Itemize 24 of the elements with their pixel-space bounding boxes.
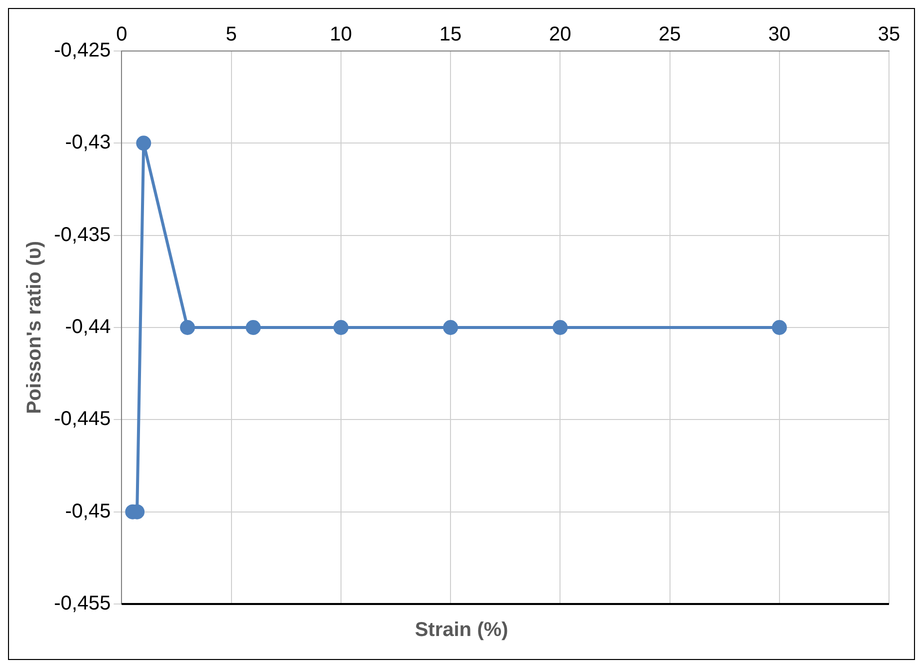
y-axis-title: Poisson's ratio (υ) [24, 240, 46, 414]
x-tick-label: 30 [768, 24, 791, 46]
y-tick-label: -0,44 [65, 316, 111, 338]
y-tick-label: -0,455 [54, 592, 111, 615]
x-tick-label: 10 [330, 24, 352, 46]
point [443, 320, 458, 335]
point [136, 136, 152, 151]
y-tick-label: -0,43 [65, 132, 111, 154]
y-tick-label: -0,425 [54, 40, 111, 62]
y-tick-label: -0,445 [54, 408, 111, 430]
point [772, 320, 787, 335]
y-tick-label: -0,45 [65, 500, 111, 522]
x-tick-label: 15 [439, 24, 462, 46]
x-tick-label: 35 [878, 24, 900, 46]
point [180, 320, 195, 335]
x-tick-label: 0 [116, 24, 128, 46]
y-tick-label: -0,435 [54, 224, 111, 246]
point [552, 320, 568, 335]
x-tick-label: 20 [549, 24, 572, 46]
x-tick-label: 25 [658, 24, 681, 46]
point [246, 320, 261, 335]
x-tick-label: 5 [226, 24, 237, 46]
point [333, 320, 348, 335]
x-axis-title: Strain (%) [414, 619, 510, 642]
